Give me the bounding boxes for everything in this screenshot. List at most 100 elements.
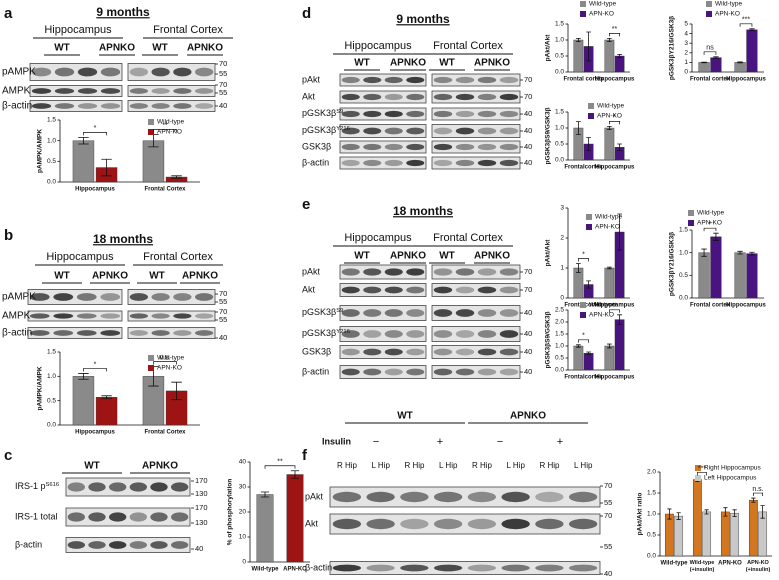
error-bar [101,395,112,400]
group-header: APNKO [390,58,426,69]
row-label: pAMPK [2,292,36,303]
mw-marker: 40 [524,347,532,356]
mw-marker: 170 [195,476,208,485]
significance-label: *** [698,465,706,472]
error-bar [617,54,622,58]
row-label: GSK3β [302,141,331,151]
blot-strip [127,289,216,305]
mw-marker: 170 [195,503,208,512]
bar [746,29,758,73]
error-bar [586,280,591,289]
blot-band [477,143,497,151]
blot-strip [127,327,216,339]
row-label: pGSK3βS9 [302,108,343,118]
error-bar [78,136,89,145]
row-label: Akt [305,518,319,528]
treatment-label: Insulin [322,436,351,446]
blot-band [341,368,360,376]
bar [72,140,95,183]
blot-band [499,159,519,167]
lane-label: R Hip [337,461,358,470]
bar [664,513,674,557]
panel-title: 18 months [93,232,153,246]
significance-label: * [94,125,97,132]
blot-band [76,293,97,301]
x-tick-label: Hippocampus [75,187,115,193]
significance-bracket [739,23,753,27]
x-tick-label: Frontal cortex [690,77,731,83]
y-tick-label: 3 [560,205,564,212]
x-tick-label: Frontalcortex [564,165,603,171]
legend-swatch [706,11,712,17]
lane-label: L Hip [439,461,458,470]
blot-band [31,88,52,94]
bar [286,474,304,563]
blot-band [384,368,403,376]
blot-band [455,268,475,276]
panel-letter: a [4,5,13,22]
blot-band [384,286,403,294]
bar [734,252,746,299]
x-tick-label: Frontal Cortex [144,430,186,436]
blot-band [433,491,463,503]
error-bar [260,491,270,498]
error-bar [586,137,591,151]
x-tick-label: Frontal cortex [563,77,604,83]
row-label: pAkt [302,266,321,276]
panel-letter: d [302,5,311,22]
blot-band [477,348,497,356]
blot-band [173,330,192,336]
legend-label: APN-KO [697,220,722,227]
significance-label: ** [277,459,283,466]
blot-band [477,309,497,317]
blot-band [194,313,214,319]
blot-strip [329,513,601,535]
legend-swatch [148,365,154,371]
group-header: APNKO [182,271,218,282]
blot-band [499,348,519,356]
label-text: IRS-1 p [15,481,46,491]
row-label: Akt [302,284,316,294]
y-tick-label: 1.5 [555,331,564,338]
blot-band [433,348,453,356]
significance-label: * [709,221,712,228]
blot-strip [27,310,123,322]
blot-band [129,482,148,492]
y-axis-label: pGSK3βY216/GSK3β [669,232,676,296]
blot-band [467,518,497,530]
x-tick-label: APN-KO (+insulin) [746,560,771,573]
label-text: pGSK3β [302,108,336,118]
error-bar [586,31,591,62]
error-bar [737,61,743,64]
region-header: Hippocampus [344,40,412,52]
blot-band [384,127,403,135]
error-bar [586,351,591,355]
significance-bracket [609,33,620,37]
label-text: pGSK3β [302,125,336,135]
mw-marker: 70 [524,285,532,294]
x-tick-label: Frontalcortex [564,375,603,381]
blot-band [499,93,519,101]
mw-marker: 70 [524,267,532,276]
region-header: Frontal Cortex [433,40,503,52]
y-tick-label: 0.5 [679,272,688,279]
lane-label: L Hip [574,461,593,470]
legend-label: Wild-type [715,1,742,8]
blot-band [568,518,598,530]
panel-title: 9 months [396,12,450,26]
blot-band [341,268,360,276]
blot-band [194,67,214,77]
mw-marker: 130 [195,518,208,527]
blot-band [53,293,74,301]
mw-marker: 55 [604,498,612,507]
blot-band [151,330,170,336]
significance-bracket [703,51,717,55]
y-tick-label: 10 [239,534,247,541]
blot-band [108,482,127,492]
panel-letter: b [4,227,13,244]
error-bar [576,121,581,135]
significance-label: * [582,333,585,340]
blot-band [332,491,362,503]
error-bar [723,507,728,517]
region-header: Hippocampus [44,24,112,36]
